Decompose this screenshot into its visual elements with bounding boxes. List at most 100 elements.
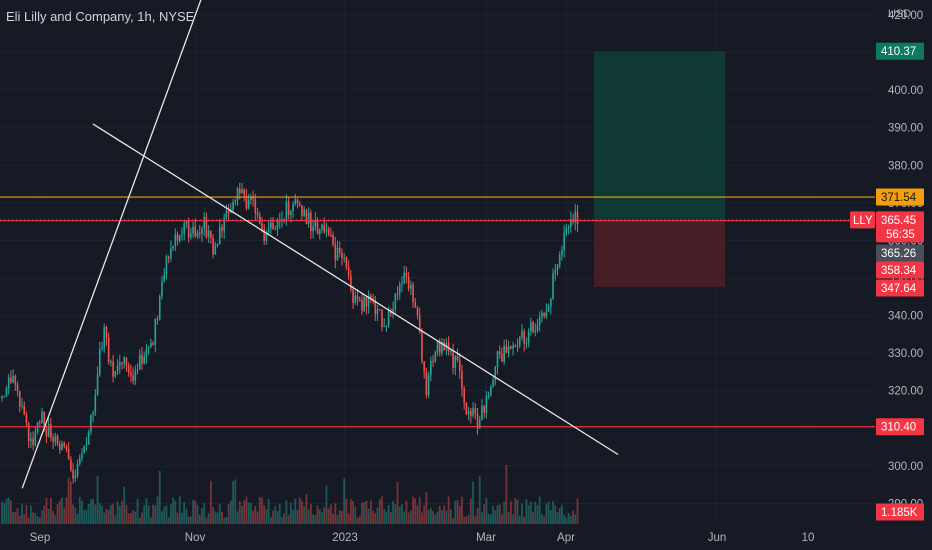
volume-bar [489,514,492,524]
candle-body [121,362,123,364]
volume-bar [169,504,172,524]
candle-body [305,209,308,224]
volume-bar [292,509,294,524]
candle-body [438,342,441,353]
volume-bar [438,505,441,524]
candle-body [3,396,6,398]
volume-bar [352,500,354,524]
candle-body [212,238,214,255]
volume-bar [498,504,501,524]
grid [0,0,875,524]
volume-bar [167,517,170,524]
price-badge-neutral [876,244,924,262]
volume-bar [458,505,461,524]
candle-body [127,365,130,373]
volume-bar [129,513,132,524]
candle-body [187,220,190,238]
candle-body [258,215,261,224]
volume-bar [576,498,579,524]
volume-bar [218,504,221,524]
volume-bar [345,498,348,524]
candle-body [341,252,343,258]
candle-body [130,372,132,376]
volume-bar [287,515,290,524]
candle-body [370,295,372,299]
volume-bar [181,512,183,524]
time-tick-label: Nov [185,532,206,544]
candle-body [118,362,121,366]
volume-bar [281,516,283,524]
volume-bar [9,500,12,524]
candle-body [298,203,301,206]
candle-body [263,228,265,241]
volume-bar [116,501,119,524]
candle-body [174,234,177,246]
volume-bar [349,498,352,524]
volume-bar [278,504,281,524]
volume-bar [296,509,299,524]
candle-body [421,331,423,362]
candle-body [221,227,223,231]
candle-body [136,369,139,371]
volume-bar [203,503,206,524]
candle-body [227,210,230,213]
volume-bar [163,506,166,524]
candle-body [296,199,299,204]
volume-bar [36,515,39,524]
candle-body [87,431,90,445]
candle-body [530,322,532,332]
volume-bar [541,513,543,524]
volume-bar [58,500,61,524]
candle-body [250,196,252,200]
stop-zone [594,219,725,287]
volume-bar [258,497,261,524]
volume-bar [158,470,161,524]
candle-body [396,293,399,295]
volume-bar [416,505,419,524]
candle-body [336,247,339,261]
volume-bar [63,507,66,524]
volume-bar [381,496,383,524]
candle-body [312,226,314,232]
volume-bar [141,512,143,524]
volume-bar [496,505,499,524]
volume-bar [421,512,423,524]
volume-bar [512,514,514,524]
volume-bar [518,515,521,524]
volume-bar [543,516,546,524]
candle-body [423,361,425,372]
volume-bar [25,504,28,524]
volume-bar [536,505,539,524]
time-axis[interactable]: Sep Nov 2023 Mar Apr Jun 10 [0,524,932,550]
volume-bar [67,477,70,524]
price-badge-text: 410.37 [881,46,916,58]
volume-bar [61,497,63,524]
volume-bar [425,491,428,524]
volume-bar [7,497,10,524]
candle-body [267,228,270,233]
candle-body [12,375,14,383]
candle-body [105,326,108,338]
target-zone [594,51,725,220]
candle-body [281,219,283,221]
volume-bar [492,505,494,524]
candle-body [523,331,525,344]
candle-body [47,423,50,437]
volume-bar [314,514,317,524]
volume-bar [392,501,394,524]
volume-bar [267,499,270,524]
volume-bar [316,505,319,524]
candle-body [252,196,254,199]
volume-bar [383,509,386,524]
volume-bar [385,511,388,524]
candle-body [56,435,59,444]
volume-bar [269,516,272,524]
candle-body [472,408,474,416]
candle-body [141,354,143,364]
candle-body [412,284,414,302]
price-tick-label: 320.00 [888,386,923,398]
volume-bar [441,510,443,524]
candle-body [376,309,379,315]
volume-bar [485,498,488,524]
